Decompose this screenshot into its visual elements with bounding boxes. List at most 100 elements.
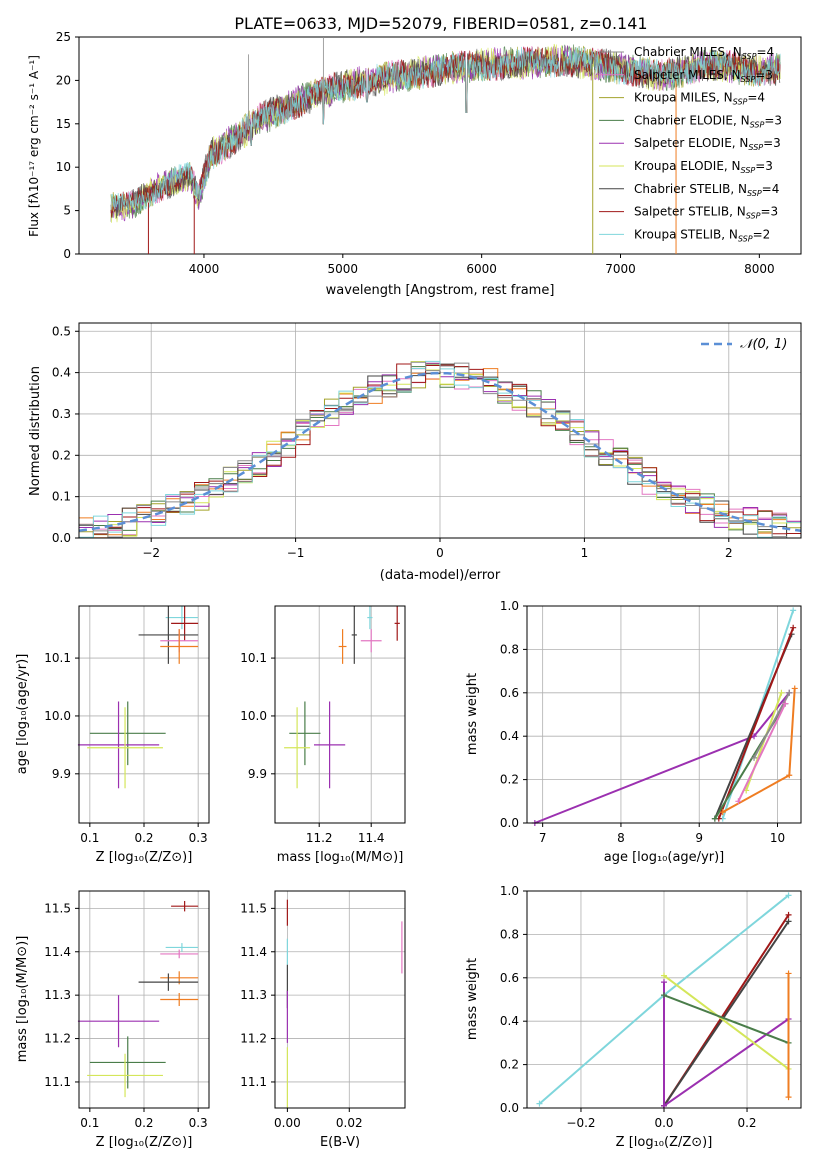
x-tick-label: 8 [617, 831, 625, 845]
y-tick-label: 0.2 [500, 773, 519, 787]
mass_vs_ebv-frame [274, 890, 406, 1109]
y-tick-label: 25 [56, 30, 71, 44]
spectrum-ylabel: Flux [fλ10⁻¹⁷ erg cm⁻² s⁻¹ A⁻¹] [27, 55, 41, 237]
series-marker [711, 815, 718, 822]
y-tick-label: 10.0 [44, 709, 71, 723]
normal-legend-label: 𝒩(0, 1) [740, 337, 787, 352]
spectrum-frame [78, 36, 802, 255]
x-tick-label: 0.2 [134, 1116, 153, 1130]
x-tick-label: 5000 [328, 262, 359, 276]
spectrum-panel: 4000 5000 6000 7000 8000 0 5 10 15 20 25 Chabrier … [27, 30, 802, 298]
mass_vs_ebv-xlabel: E(B-V) [320, 1135, 360, 1150]
x-tick-label: 4000 [189, 262, 220, 276]
x-tick-label: −2 [142, 546, 160, 560]
x-tick-label: −0.2 [566, 1116, 595, 1130]
y-tick-label: 0.4 [52, 366, 71, 380]
series-line-salpeter_stelib [717, 627, 795, 820]
y-tick-label: 0.4 [500, 729, 519, 743]
series-marker [782, 700, 789, 707]
y-tick-label: 1.0 [500, 599, 519, 613]
massweight_vs_age-ylabel: mass weight [465, 673, 480, 755]
x-tick-label: −1 [287, 546, 305, 560]
y-tick-label: 0 [63, 247, 71, 261]
y-tick-label: 5 [63, 204, 71, 218]
series-line-chabrier_stelib [663, 920, 790, 1107]
series-marker [735, 798, 742, 805]
y-tick-label: 10.1 [44, 651, 71, 665]
legend-entry-label: Chabrier ELODIE, NSSP=3 [634, 113, 782, 129]
series-marker [790, 624, 797, 631]
x-tick-label: 0.3 [189, 1116, 208, 1130]
y-tick-label: 11.3 [44, 988, 71, 1002]
y-tick-label: 0.2 [52, 448, 71, 462]
age_vs_mass-xlabel: mass [log₁₀(M/M⊙)] [277, 850, 404, 865]
residuals-xlabel: (data-model)/error [380, 568, 501, 583]
y-tick-label: 0.0 [52, 531, 71, 545]
y-tick-label: 11.3 [240, 988, 267, 1002]
y-tick-label: 11.4 [44, 945, 71, 959]
histogram-kroupa_elodie [79, 361, 802, 539]
massweight_vs_age-panel: 7 8 9 10 0.0 0.2 0.4 0.6 0.8 1.0 age [log₁₀(age/yr… [465, 599, 802, 865]
spectrum-xlabel: wavelength [Angstrom, rest frame] [326, 283, 555, 298]
age_vs_Z-ylabel: age [log₁₀(age/yr)] [15, 654, 30, 775]
mass_vs_Z-ylabel: mass [log₁₀(M/M⊙)] [15, 936, 30, 1063]
y-tick-label: 10.0 [240, 709, 267, 723]
age_vs_Z-frame [78, 605, 210, 824]
x-tick-label: 0.2 [737, 1116, 756, 1130]
x-tick-label: 0 [436, 546, 444, 560]
mass_vs_ebv-panel: 0.00 0.02 11.1 11.2 11.3 11.4 11.5 E(B-V) [240, 890, 406, 1150]
series-marker [785, 911, 792, 918]
y-tick-label: 0.1 [52, 490, 71, 504]
series-marker [778, 689, 785, 696]
series-marker [661, 972, 667, 979]
spectrum-line-salpeter_stelib [110, 46, 781, 218]
x-tick-label: 2 [725, 546, 733, 560]
legend-entry-label: Kroupa ELODIE, NSSP=3 [634, 159, 773, 175]
x-tick-label: 0.00 [274, 1116, 301, 1130]
x-tick-label: 10 [770, 831, 785, 845]
legend-entry-label: Kroupa STELIB, NSSP=2 [634, 227, 770, 243]
legend-entry-label: Salpeter MILES, NSSP=3 [634, 68, 773, 84]
y-tick-label: 0.3 [52, 407, 71, 421]
y-tick-label: 0.6 [500, 971, 519, 985]
series-line-salpeter_elodie [663, 982, 790, 1108]
y-tick-label: 11.5 [44, 901, 71, 915]
mass_vs_Z-xlabel: Z [log₁₀(Z/Z⊙)] [96, 1135, 193, 1150]
series-marker [661, 979, 667, 986]
massweight_vs_age-xlabel: age [log₁₀(age/yr)] [604, 850, 725, 865]
y-tick-label: 0.6 [500, 686, 519, 700]
massweight_vs_Z-panel: −0.2 0.0 0.2 0.0 0.2 0.4 0.6 0.8 1.0 Z [log₁₀(Z/Z… [465, 884, 802, 1150]
y-tick-label: 9.9 [52, 767, 71, 781]
y-tick-label: 0.8 [500, 927, 519, 941]
x-tick-label: 7000 [605, 262, 636, 276]
y-tick-label: 15 [56, 117, 71, 131]
age_vs_Z-panel: 0.1 0.2 0.3 9.9 10.0 10.1 Z [log₁₀(Z/Z⊙)] age [… [15, 605, 210, 865]
x-tick-label: 0.1 [80, 1116, 99, 1130]
y-tick-label: 11.2 [240, 1032, 267, 1046]
legend-entry-label: Kroupa MILES, NSSP=4 [634, 91, 765, 107]
legend-entry-label: Chabrier STELIB, NSSP=4 [634, 182, 779, 198]
spectrum-legend: Chabrier MILES, NSSP=4 Salpeter MILES, NS… [599, 45, 782, 243]
series-marker [791, 685, 798, 692]
series-marker [785, 970, 792, 977]
series-marker [751, 733, 758, 740]
x-tick-label: 9 [695, 831, 703, 845]
series-marker [785, 918, 792, 925]
age_vs_mass-panel: 11.2 11.4 9.9 10.0 10.1 mass [log₁₀(M/M⊙)] [240, 605, 406, 865]
x-tick-label: 0.1 [80, 831, 99, 845]
x-tick-label: 8000 [744, 262, 775, 276]
series-marker [786, 689, 793, 696]
y-tick-label: 11.5 [240, 901, 267, 915]
spectrum-line-kroupa_stelib [110, 46, 781, 213]
mass_vs_Z-frame [78, 890, 210, 1109]
y-tick-label: 10.1 [240, 651, 267, 665]
x-tick-label: 0.2 [134, 831, 153, 845]
series-line-kroupa_elodie [663, 974, 790, 1070]
series-marker [719, 809, 726, 816]
y-tick-label: 0.2 [500, 1058, 519, 1072]
x-tick-label: 0.0 [654, 1116, 673, 1130]
y-tick-label: 1.0 [500, 884, 519, 898]
y-tick-label: 11.1 [44, 1075, 71, 1089]
mass_vs_Z-panel: 0.1 0.2 0.3 11.1 11.2 11.3 11.4 11.5 Z [log₁₀(Z/… [15, 890, 210, 1150]
